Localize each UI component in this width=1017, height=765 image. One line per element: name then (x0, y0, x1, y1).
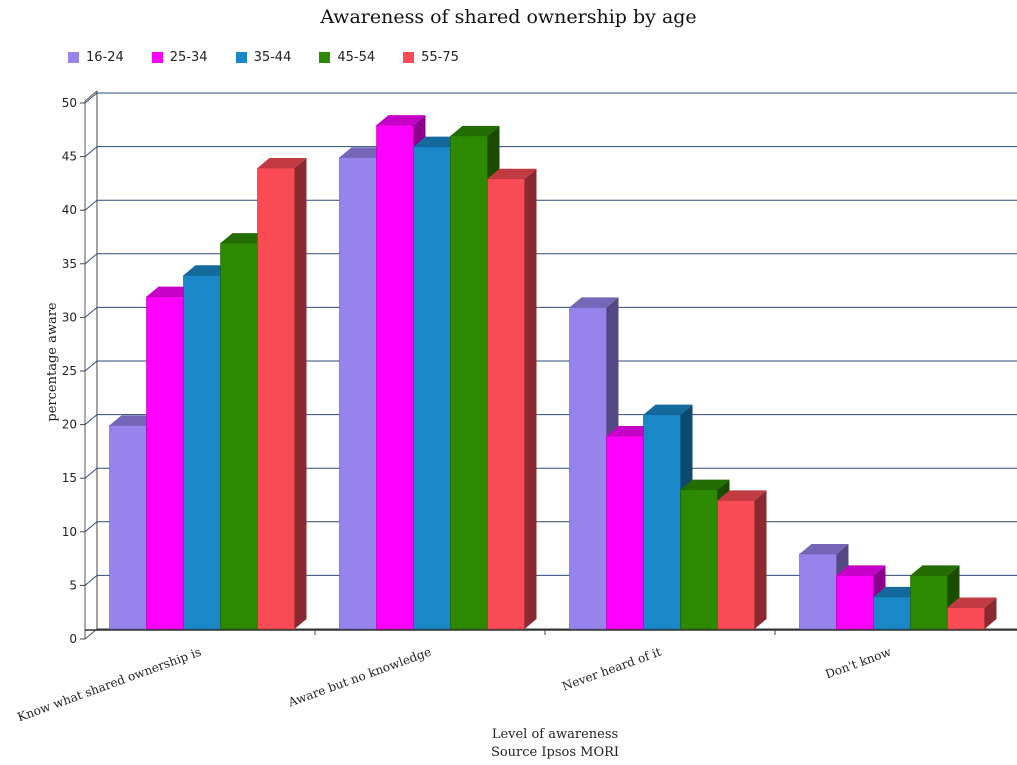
gridline-side (84, 199, 98, 211)
bar-front (836, 575, 874, 630)
gridline-side (84, 146, 98, 157)
y-tick-label: 50 (62, 96, 77, 110)
bar-top (680, 479, 730, 490)
y-tick-label: 25 (62, 364, 77, 378)
bar-front (717, 500, 755, 630)
gridline-side (84, 92, 98, 104)
legend-item: 16-24 (68, 50, 124, 65)
legend-item: 55-75 (403, 50, 459, 65)
bar-front (376, 124, 414, 630)
bar-front (910, 575, 948, 630)
y-tick-label: 10 (62, 525, 77, 539)
source-note: Source Ipsos MORI (490, 745, 620, 760)
legend-swatch (235, 52, 247, 63)
legend-swatch (68, 52, 79, 63)
bar-top (799, 543, 849, 554)
bar-top (450, 125, 500, 136)
y-axis-title: percentage aware (45, 302, 60, 422)
bar-front (146, 296, 184, 630)
y-tick-label: 35 (62, 257, 77, 271)
x-tick-label: Don't know (823, 644, 893, 681)
y-tick-label: 45 (62, 150, 77, 164)
bar (717, 490, 767, 630)
y-tick-label: 0 (69, 632, 77, 646)
bar-front (487, 178, 525, 630)
bar-front (606, 435, 644, 630)
legend-swatch (151, 52, 163, 63)
legend-item: 25-34 (151, 50, 208, 65)
bar-top (257, 158, 307, 169)
bar-side (524, 168, 537, 629)
bar-front (873, 596, 911, 630)
bar-top (569, 297, 619, 308)
legend-item: 45-54 (319, 50, 375, 65)
bar-front (257, 167, 295, 630)
gridline-side (84, 360, 98, 372)
y-tick-label: 20 (62, 418, 77, 432)
x-tick-label: Aware but no knowledge (285, 645, 433, 710)
bar-side (984, 597, 997, 629)
bar (836, 565, 886, 630)
legend-label: 16-24 (86, 50, 124, 65)
gridline-side (84, 575, 98, 586)
bar-front (450, 135, 488, 630)
legend-item: 35-44 (235, 50, 292, 65)
legend-label: 35-44 (253, 50, 292, 65)
gridline-side (84, 521, 98, 533)
gridline-side (84, 414, 98, 425)
bar-front (947, 607, 985, 630)
y-tick-label: 15 (62, 471, 77, 485)
bar-front (339, 157, 377, 630)
bar-side (754, 490, 767, 629)
legend-swatch (319, 52, 331, 63)
y-tick-label: 30 (62, 310, 77, 324)
bar-side (294, 158, 307, 630)
bar-front (680, 489, 718, 630)
bar-front (220, 242, 258, 630)
wall-top-edge (84, 90, 98, 102)
bar-front (643, 414, 681, 630)
bar (257, 158, 307, 630)
bar-front (413, 146, 451, 630)
bar-top (643, 404, 693, 415)
bar-top (910, 565, 960, 576)
bar-top (376, 115, 426, 126)
gridline-side (84, 253, 98, 265)
chart-title: Awareness of shared ownership by age (320, 6, 697, 28)
bar (487, 168, 537, 630)
gridline-side (84, 467, 98, 479)
x-axis-title: Level of awareness (491, 727, 619, 742)
gridline-side (84, 307, 98, 318)
bar-front (569, 307, 607, 630)
legend-swatch (403, 52, 415, 63)
bar-top (487, 168, 537, 179)
bar-front (109, 425, 147, 630)
bar-front (183, 274, 221, 630)
legend-label: 55-75 (421, 50, 459, 65)
bar (947, 597, 997, 630)
y-tick-label: 40 (62, 203, 77, 217)
legend-label: 45-54 (337, 50, 376, 65)
x-tick-label: Never heard of it (560, 645, 663, 694)
bar-front (799, 553, 837, 630)
y-tick-label: 5 (69, 578, 77, 592)
bar-top (947, 597, 997, 608)
legend: 16-24 25-34 35-44 45-54 55-75 (68, 50, 487, 65)
bar-top (836, 565, 886, 576)
x-tick-label: Know what shared ownership is (16, 645, 204, 725)
legend-label: 25-34 (169, 50, 208, 65)
bar-top (717, 490, 767, 501)
